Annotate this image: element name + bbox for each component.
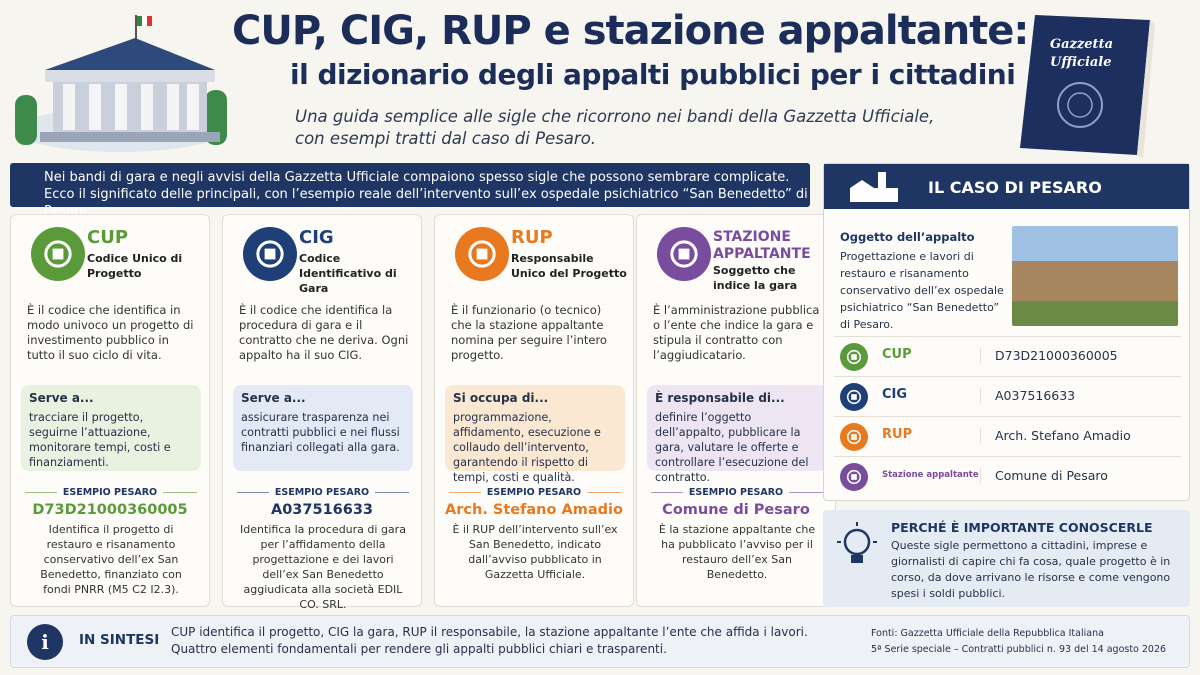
book-title: Gazzetta [1050, 37, 1113, 52]
icon [840, 383, 868, 411]
card: CUP Codice Unico di Progetto È il codice c… [10, 214, 210, 607]
case-row: RUP Arch. Stefano Amadio [834, 416, 1181, 456]
description: È l’amministrazione pubblica o l’ente ch… [653, 303, 820, 362]
intro-text: Nei bandi di gara e negli avvisi della G… [44, 170, 790, 185]
case-row: CUP D73D21000360005 [834, 336, 1181, 376]
object-title: Oggetto dell’appalto [840, 230, 975, 244]
box-title: Si occupa di... [453, 391, 549, 405]
box-text: definire l’oggetto dell’appalto, pubblic… [655, 411, 809, 484]
card: RUP Responsabile Unico del Progetto È il f… [434, 214, 634, 607]
why-title: PERCHÉ È IMPORTANTE CONOSCERLE [891, 520, 1153, 535]
row-value: D73D21000360005 [980, 348, 1118, 363]
source: 5ª Serie speciale – Contratti pubblici n… [871, 644, 1167, 655]
icon [840, 423, 868, 451]
summary-text: Quattro elementi fondamentali per render… [171, 642, 667, 656]
info-box: Serve a... tracciare il progetto, seguirn… [21, 385, 201, 471]
building-illustration [15, 15, 227, 152]
subtitle: Una guida semplice alle sigle che ricorr… [295, 107, 935, 126]
row-label: CIG [882, 387, 908, 402]
box-title: È responsabile di... [655, 391, 785, 405]
icon [840, 343, 868, 371]
example-label: ESEMPIO PESARO [223, 487, 421, 498]
row-value: Comune di Pesaro [980, 468, 1108, 483]
box-title: Serve a... [29, 391, 94, 405]
example-text: È il RUP dell’intervento sull’ex San Ben… [452, 523, 618, 581]
svg-text:i: i [41, 630, 49, 654]
icon [455, 227, 509, 281]
icon [31, 227, 85, 281]
info-box: Serve a... assicurare trasparenza nei con… [233, 385, 413, 471]
example-text: È la stazione appaltante che ha pubblica… [658, 523, 816, 581]
title: CUP, CIG, RUP e stazione appaltante: [232, 8, 1029, 54]
gazette-book: Gazzetta Ufficiale [1020, 15, 1155, 158]
book-title: Ufficiale [1050, 55, 1112, 70]
why-text: Queste sigle permettono a cittadini, imp… [891, 539, 1171, 600]
summary-text: CUP identifica il progetto, CIG la gara,… [171, 625, 808, 639]
case-row: CIG A037516633 [834, 376, 1181, 416]
pesaro-header: IL CASO DI PESARO [824, 164, 1189, 209]
title-line-2: il dizionario degli appalti pubblici per… [290, 58, 1016, 91]
example-label: ESEMPIO PESARO [637, 487, 835, 498]
pesaro-panel: IL CASO DI PESARO Oggetto dell’appalto P… [823, 163, 1190, 501]
acronym: CIG [299, 227, 334, 248]
example-label-text: ESEMPIO PESARO [480, 487, 588, 498]
info-icon: i [27, 624, 63, 660]
acronym: CUP [87, 227, 129, 248]
box-text: tracciare il progetto, seguirne l’attuaz… [29, 411, 171, 469]
example-value: Comune di Pesaro [662, 502, 810, 518]
example-value: D73D21000360005 [32, 502, 188, 518]
example-value: Arch. Stefano Amadio [445, 502, 623, 518]
intro-bar: Nei bandi di gara e negli avvisi della G… [10, 163, 810, 219]
row-value: Arch. Stefano Amadio [980, 428, 1131, 443]
example-label: ESEMPIO PESARO [435, 487, 633, 498]
example-text: Identifica la procedura di gara per l’af… [240, 523, 406, 611]
case-row: Stazione appaltante Comune di Pesaro [834, 456, 1181, 496]
description: È il codice che identifica la procedura … [239, 303, 409, 362]
name: Soggetto che indice la gara [713, 264, 798, 292]
row-value: A037516633 [980, 388, 1075, 403]
box-title: Serve a... [241, 391, 306, 405]
info-box: Si occupa di... programmazione, affidamen… [445, 385, 625, 484]
icon [840, 463, 868, 491]
example-value: A037516633 [270, 502, 374, 518]
box-text: assicurare trasparenza nei contratti pub… [241, 411, 400, 454]
acronym: STAZIONE APPALTANTE [713, 229, 811, 262]
example-label-text: ESEMPIO PESARO [268, 487, 376, 498]
example-text: Identifica il progetto di restauro e ris… [40, 523, 182, 596]
description: È il codice che identifica in modo univo… [27, 303, 194, 362]
bulb-icon [837, 522, 877, 563]
object-text: Progettazione e lavori di restauro e ris… [840, 250, 1004, 331]
why-box: PERCHÉ È IMPORTANTE CONOSCERLE Queste si… [823, 510, 1190, 607]
name: Codice Unico di Progetto [87, 252, 183, 280]
name: Codice Identificativo di Gara [299, 252, 397, 295]
pesaro-title: IL CASO DI PESARO [928, 178, 1102, 197]
source: Fonti: Gazzetta Ufficiale della Repubbli… [871, 628, 1104, 639]
acronym: RUP [511, 227, 553, 248]
summary-bar: i IN SINTESI CUP identifica il progetto,… [10, 615, 1190, 668]
description: È il funzionario (o tecnico) che la staz… [451, 303, 607, 362]
icon [243, 227, 297, 281]
box-text: programmazione, affidamento, esecuzione … [453, 411, 601, 484]
name: Responsabile Unico del Progetto [511, 252, 627, 280]
row-label: Stazione appaltante [882, 470, 979, 480]
row-label: RUP [882, 427, 913, 442]
summary-label: IN SINTESI [79, 632, 160, 648]
icon [657, 227, 711, 281]
info-box: È responsabile di... definire l’oggetto d… [647, 385, 827, 484]
card: CIG Codice Identificativo di Gara È il cod… [222, 214, 422, 611]
subtitle: con esempi tratti dal caso di Pesaro. [295, 129, 597, 148]
photo [1012, 226, 1178, 326]
example-label: ESEMPIO PESARO [11, 487, 209, 498]
card: STAZIONE APPALTANTE Soggetto che indice l… [636, 214, 836, 607]
example-label-text: ESEMPIO PESARO [56, 487, 164, 498]
example-label-text: ESEMPIO PESARO [682, 487, 790, 498]
town-icon [850, 172, 898, 202]
row-label: CUP [882, 347, 912, 362]
